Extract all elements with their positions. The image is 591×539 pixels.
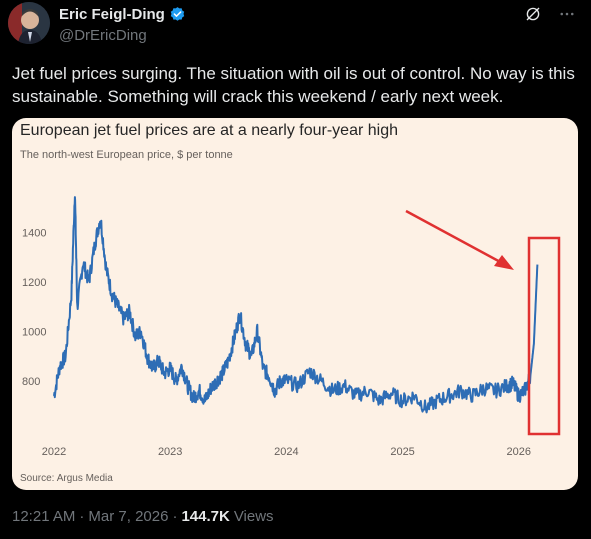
arrow-shaft bbox=[405, 209, 505, 266]
views-count: 144.7K bbox=[181, 508, 230, 525]
avatar-image bbox=[8, 2, 50, 44]
meta-separator: · bbox=[172, 508, 178, 525]
verified-badge-icon[interactable] bbox=[169, 6, 186, 23]
x-tick-label: 2025 bbox=[390, 446, 414, 458]
grok-icon[interactable] bbox=[523, 4, 543, 24]
chart: 800 1000 1200 1400 2022 2023 2024 2025 2026 bbox=[22, 196, 561, 458]
tweet-meta: 12:21 AM · Mar 7, 2026 · 144.7K Views bbox=[12, 508, 274, 525]
chart-subtitle: The north-west European price, $ per ton… bbox=[20, 149, 233, 161]
y-tick-label: 1000 bbox=[22, 326, 46, 338]
media-card[interactable]: European jet fuel prices are at a nearly… bbox=[12, 118, 578, 490]
x-tick-label: 2026 bbox=[507, 446, 531, 458]
author-name-row: Eric Feigl-Ding bbox=[59, 5, 186, 23]
views-label: Views bbox=[233, 508, 274, 525]
tweet-text: Jet fuel prices surging. The situation w… bbox=[12, 64, 575, 106]
tweet-actions-top bbox=[523, 4, 577, 24]
author-block: Eric Feigl-Ding @DrEricDing bbox=[59, 5, 186, 44]
meta-separator: · bbox=[79, 508, 85, 525]
tweet-date[interactable]: Mar 7, 2026 bbox=[88, 508, 169, 525]
price-line bbox=[53, 196, 539, 414]
highlight-box bbox=[527, 236, 561, 436]
y-tick-label: 1200 bbox=[22, 277, 46, 289]
author-handle[interactable]: @DrEricDing bbox=[59, 27, 147, 44]
chart-title: European jet fuel prices are at a nearly… bbox=[20, 122, 398, 139]
author-name[interactable]: Eric Feigl-Ding bbox=[59, 5, 165, 23]
avatar[interactable] bbox=[8, 2, 50, 44]
x-tick-label: 2023 bbox=[158, 446, 182, 458]
more-icon[interactable] bbox=[557, 4, 577, 24]
x-tick-label: 2024 bbox=[274, 446, 298, 458]
y-tick-label: 800 bbox=[22, 376, 40, 388]
y-tick-label: 1400 bbox=[22, 227, 46, 239]
chart-source: Source: Argus Media bbox=[20, 473, 113, 484]
tweet-time[interactable]: 12:21 AM bbox=[12, 508, 76, 525]
arrow-head bbox=[494, 255, 514, 270]
x-tick-label: 2022 bbox=[42, 446, 66, 458]
